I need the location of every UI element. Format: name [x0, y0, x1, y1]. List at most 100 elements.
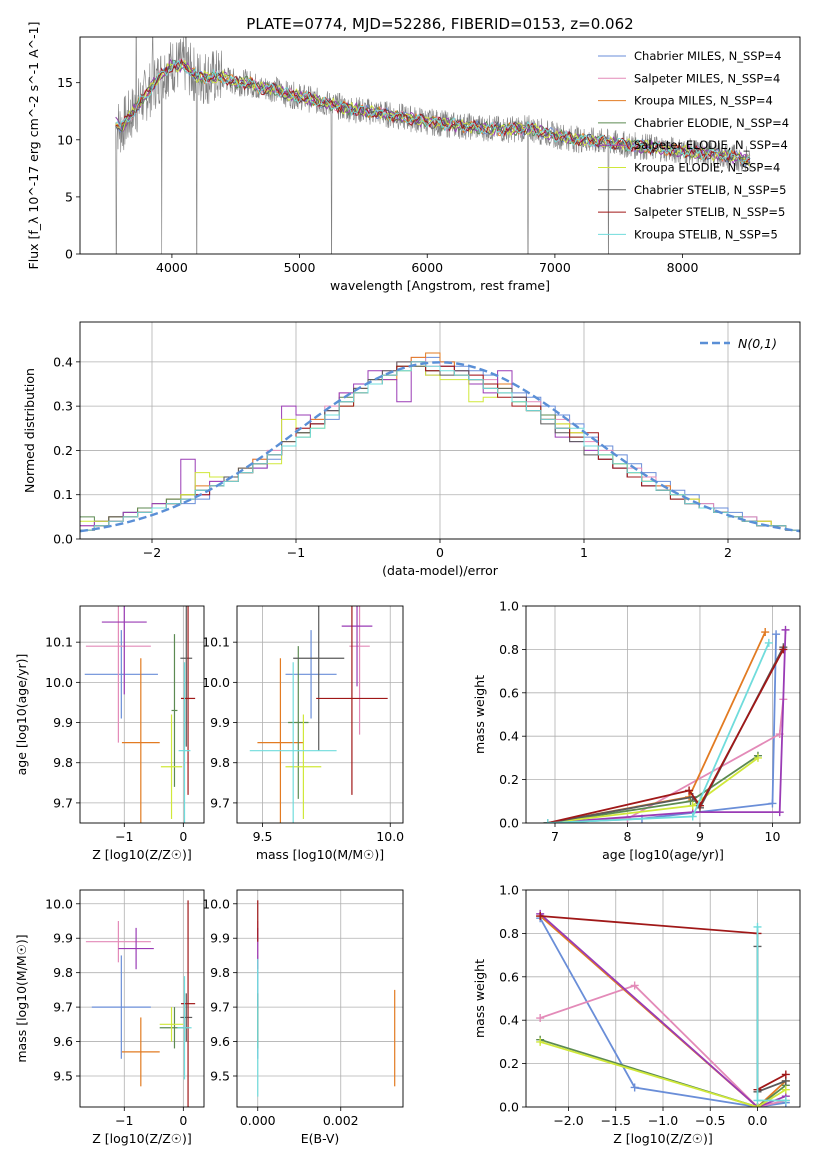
histogram-series — [80, 361, 800, 531]
residual-histogram-xtick-label: 0 — [436, 545, 444, 560]
weight-vs-age-axes: 7 8 9 10 0.0 0.2 0.4 0.6 0.8 1.0 age [log10(age/yr… — [472, 599, 800, 862]
weight-vs-age-point-marker — [686, 797, 695, 806]
weight-vs-z-xtick-label: −2.0 — [553, 1113, 583, 1128]
weight-vs-age-xtick-label: 8 — [624, 829, 632, 844]
residual-histogram-ytick-label: 0.4 — [53, 354, 73, 369]
residual-histogram-xtick-label: −1 — [287, 545, 305, 560]
weight-vs-z-xtick-label: 0.0 — [748, 1113, 768, 1128]
weight-vs-z-point-marker — [753, 922, 762, 931]
residual-histogram-ytick-label: 0.0 — [53, 532, 73, 547]
legend-entry: Kroupa ELODIE, N_SSP=4 — [634, 161, 780, 175]
weight-vs-age-ytick-label: 0.8 — [499, 642, 519, 657]
spectrum-ytick-label: 5 — [65, 189, 73, 204]
weight-vs-age-xtick-label: 7 — [551, 829, 559, 844]
age-vs-z-errorbar — [121, 658, 160, 823]
weight-vs-age-point-marker — [761, 628, 770, 637]
weight-vs-z-point-marker — [781, 1085, 790, 1094]
spectrum-xtick-label: 4000 — [156, 260, 188, 275]
mass-vs-z-ytick-label: 9.7 — [53, 1000, 73, 1015]
weight-vs-z-ytick-label: 0.6 — [499, 969, 519, 984]
legend-entry: Chabrier MILES, N_SSP=4 — [634, 49, 781, 63]
residual-histogram-xtick-label: 1 — [580, 545, 588, 560]
age-vs-mass-errorbar — [349, 606, 370, 735]
weight-vs-age-series-line — [547, 642, 770, 823]
weight-vs-age-point-marker — [772, 630, 781, 639]
weight-vs-z-series-line — [539, 1038, 787, 1107]
age-vs-z-errorbar — [85, 606, 151, 743]
spectrum-xlabel: wavelength [Angstrom, rest frame] — [330, 278, 550, 293]
weight-vs-z-point-marker — [536, 912, 545, 921]
mass-vs-ebv-ytick-label: 9.6 — [210, 1034, 230, 1049]
age-vs-z-errorbar — [101, 606, 147, 695]
age-vs-mass-ytick-label: 9.7 — [210, 795, 230, 810]
mass-vs-z-errorbar — [180, 993, 193, 1042]
weight-vs-age-frame — [525, 605, 801, 824]
age-vs-mass-ytick-label: 9.9 — [210, 715, 230, 730]
weight-vs-z-ytick-label: 0.2 — [499, 1056, 519, 1071]
legend-entry: Chabrier ELODIE, N_SSP=4 — [634, 116, 789, 130]
age-vs-z-errorbar — [160, 714, 183, 819]
mass-vs-ebv-xlabel: E(B-V) — [301, 1131, 340, 1146]
weight-vs-z-frame — [525, 889, 801, 1108]
mass-vs-z-xlabel: Z [log10(Z/Z☉)] — [92, 1131, 192, 1146]
legend-entry: Salpeter ELODIE, N_SSP=4 — [634, 138, 788, 152]
age-vs-mass-xtick-label: 9.5 — [253, 829, 273, 844]
age-vs-mass-errorbar — [341, 606, 373, 687]
legend-entry: Kroupa MILES, N_SSP=4 — [634, 94, 773, 108]
weight-vs-z-point-marker — [536, 1014, 545, 1023]
weight-vs-z-series-line — [756, 946, 787, 1094]
weight-vs-z-ytick-label: 0.0 — [499, 1100, 519, 1115]
weight-vs-age-point-marker — [775, 808, 784, 817]
legend-entry: Salpeter MILES, N_SSP=4 — [634, 71, 780, 85]
weight-vs-z-point-marker — [753, 1096, 762, 1105]
weight-vs-z-series-line — [539, 984, 787, 1107]
weight-vs-age-point-marker — [768, 799, 777, 808]
mass-vs-ebv-frame — [236, 889, 404, 1108]
age-vs-mass-errorbar — [316, 606, 388, 795]
mass-vs-z-ytick-label: 9.8 — [53, 965, 73, 980]
spectrum-model-line — [115, 61, 751, 164]
weight-vs-z-xlabel: Z [log10(Z/Z☉)] — [613, 1131, 713, 1146]
residual-histogram-xtick-label: 2 — [724, 545, 732, 560]
age-vs-z-ytick-label: 10.1 — [45, 635, 73, 650]
weight-vs-age-series-line — [547, 648, 785, 823]
mass-vs-ebv-xtick-label: 0.000 — [240, 1113, 276, 1128]
residual-histogram-ylabel: Normed distribution — [22, 368, 37, 493]
gaussian-curve — [80, 361, 800, 533]
age-vs-z-xtick-label: −1 — [115, 829, 133, 844]
weight-vs-z-ytick-label: 1.0 — [499, 883, 519, 898]
legend-entry: Kroupa STELIB, N_SSP=5 — [634, 227, 778, 241]
residual-histogram-frame — [79, 321, 801, 540]
age-vs-z-frame — [79, 605, 205, 824]
weight-vs-z-point-marker — [536, 1037, 545, 1046]
mass-vs-z-ytick-label: 9.5 — [53, 1069, 73, 1084]
age-vs-z-ytick-label: 9.7 — [53, 795, 73, 810]
gaussian-legend-label: N(0,1) — [738, 336, 777, 351]
weight-vs-z-xtick-label: −1.5 — [601, 1113, 631, 1128]
weight-vs-z-series-line — [539, 1041, 787, 1107]
mass-vs-z-errorbar — [121, 1017, 160, 1087]
spectrum-model-line — [115, 61, 751, 166]
mass-vs-z-errorbar — [118, 927, 154, 970]
weight-vs-age-point-marker — [764, 638, 773, 647]
age-vs-z-errorbar — [178, 662, 191, 823]
weight-vs-age-point-marker — [685, 786, 694, 795]
weight-vs-z-point-marker — [781, 1070, 790, 1079]
mass-vs-z-ytick-label: 9.9 — [53, 931, 73, 946]
mass-vs-z-ytick-label: 10.0 — [45, 896, 73, 911]
age-vs-mass-xlabel: mass [log10(M/M☉)] — [256, 847, 384, 862]
weight-vs-z-ytick-label: 0.8 — [499, 926, 519, 941]
weight-vs-age-ylabel: mass weight — [472, 675, 487, 754]
age-vs-mass-frame — [236, 605, 404, 824]
weight-vs-age-point-marker — [688, 812, 697, 821]
weight-vs-z-ylabel: mass weight — [472, 959, 487, 1038]
mass-vs-ebv-ytick-label: 9.9 — [210, 931, 230, 946]
spectrum-model-line — [115, 59, 751, 165]
age-vs-mass-errorbar — [288, 646, 309, 799]
age-vs-mass-ytick-label: 10.0 — [202, 675, 230, 690]
spectrum-xtick-label: 7000 — [539, 260, 571, 275]
age-vs-mass-ytick-label: 10.1 — [202, 635, 230, 650]
mass-vs-z-xtick-label: −1 — [115, 1113, 133, 1128]
legend-entry: Salpeter STELIB, N_SSP=5 — [634, 205, 785, 219]
